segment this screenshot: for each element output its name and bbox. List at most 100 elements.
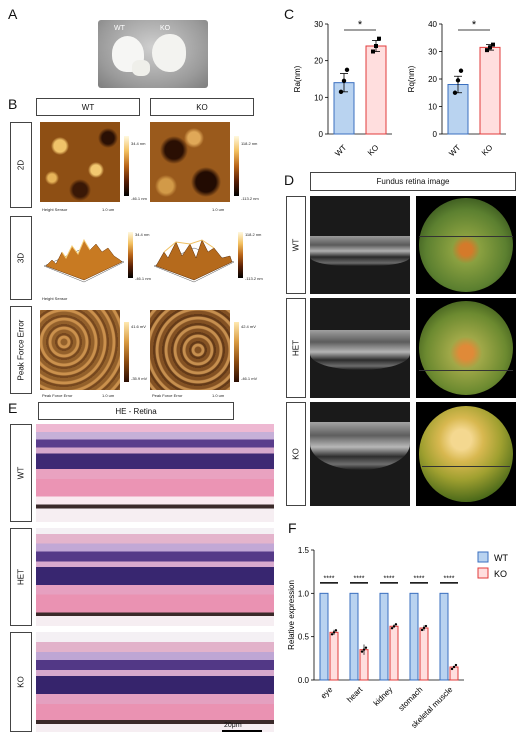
y-tick-label: 0.0: [298, 676, 310, 685]
scale-pfe-ko: 1.0 um: [212, 393, 225, 398]
data-point: [422, 626, 426, 630]
y-tick-label: 1.5: [298, 546, 310, 555]
data-point: [377, 36, 381, 41]
cbar-max-pfe-wt: 41.6 mV: [131, 324, 146, 329]
cbar-min-pfe-ko: -46.1 mV: [241, 376, 258, 381]
significance-label: ****: [444, 575, 455, 582]
row-label-peak-force: Peak Force Error: [10, 306, 32, 394]
y-tick-label: 0.5: [298, 633, 310, 642]
significance-label: ****: [354, 575, 365, 582]
x-tick-label: WT: [333, 143, 348, 158]
data-point: [458, 68, 464, 73]
data-point: [374, 44, 378, 48]
data-point: [360, 650, 364, 653]
bar-wt-kidney: [379, 592, 389, 681]
y-tick-label: 20: [314, 57, 323, 66]
he-image-ko: [36, 632, 274, 732]
y-tick-label: 1.0: [298, 589, 310, 598]
scale-2d-ko: 1.0 um: [212, 207, 225, 212]
cbar-min-2d-wt: -46.1 nm: [131, 196, 147, 201]
data-point: [334, 629, 338, 632]
caption-pfe-ko: Peak Force Error: [152, 393, 183, 398]
he-scalebar-label: 20μm: [224, 722, 242, 729]
panel-label-d: D: [284, 172, 295, 188]
scale-pfe-wt: 1.0 um: [102, 393, 115, 398]
x-tick-label: WT: [447, 143, 462, 158]
chart-ra: 0 10 20 30 Ra(nm) WT KO *: [293, 19, 392, 158]
caption-pfe-wt: Peak Force Error: [42, 393, 73, 398]
data-point: [491, 42, 495, 47]
he-image-wt: [36, 424, 274, 522]
panel-label-a: A: [8, 6, 18, 22]
x-tick-label: KO: [480, 143, 495, 158]
legend-swatch-wt: [477, 551, 489, 563]
afm-pfe-wt: [40, 310, 120, 390]
data-point: [371, 49, 375, 54]
data-point: [390, 627, 394, 630]
panel-label-f: F: [288, 520, 297, 536]
cbar-min-pfe-wt: -35.9 mV: [131, 376, 148, 381]
y-tick-label: 40: [428, 20, 437, 29]
y-tick-label: 20: [428, 75, 437, 84]
afm-3d-ko: [153, 239, 235, 283]
significance-label: ****: [384, 575, 395, 582]
bar-ko-eye: [329, 631, 339, 681]
row-label-d-wt: WT: [286, 196, 306, 294]
data-point: [341, 78, 347, 84]
significance-label: *: [472, 19, 477, 31]
colorbar-pfe-ko: [234, 322, 239, 382]
data-point: [420, 628, 424, 632]
data-point: [485, 48, 489, 53]
row-label-2d: 2D: [10, 122, 32, 208]
he-title: HE - Retina: [38, 402, 234, 420]
afm-3d-wt: [43, 238, 125, 283]
y-tick-label: 0: [433, 130, 438, 139]
x-tick-label: eye: [319, 685, 335, 701]
fundus-title: Fundus retina image: [310, 172, 516, 191]
y-tick-label: 30: [314, 20, 323, 29]
he-image-het: [36, 528, 274, 626]
bar-ko-kidney: [389, 625, 399, 681]
y-axis-label: Relative expression: [287, 580, 296, 650]
y-tick-label: 0: [319, 130, 324, 139]
cbar-max-3d-wt: 34.4 nm: [135, 232, 150, 237]
eye-photo: WT KO: [98, 20, 208, 88]
bar-wt-skeletal-muscle: [439, 592, 449, 681]
fundus-het: [416, 298, 516, 398]
oct-ko: [310, 402, 410, 506]
data-point: [392, 625, 396, 628]
significance-label: ****: [414, 575, 425, 582]
fundus-ko: [416, 402, 516, 506]
header-wt: WT: [36, 98, 140, 116]
data-point: [344, 67, 350, 73]
data-point: [452, 665, 456, 669]
oct-het: [310, 298, 410, 398]
row-label-3d: 3D: [10, 216, 32, 300]
row-label-d-het: HET: [286, 298, 306, 398]
legend-label-wt: WT: [494, 553, 508, 563]
header-ko: KO: [150, 98, 254, 116]
legend-label-ko: KO: [494, 569, 507, 579]
caption-2d-wt: Height Sensor: [42, 207, 68, 212]
panel-label-c: C: [284, 6, 295, 22]
colorbar-3d-wt: [128, 232, 133, 278]
eye-ko: [152, 34, 186, 72]
data-point: [394, 623, 398, 626]
data-point: [450, 667, 454, 671]
data-point: [452, 90, 458, 95]
data-point: [488, 45, 492, 50]
bar-wt-heart: [349, 592, 359, 681]
bar-ko: [479, 46, 501, 135]
cbar-max-3d-ko: 118.2 nm: [245, 232, 262, 237]
cbar-min-2d-ko: -113.2 nm: [241, 196, 259, 201]
x-tick-label: kidney: [372, 685, 395, 708]
panel-label-e: E: [8, 400, 18, 416]
bar-wt-stomach: [409, 592, 419, 681]
data-point: [424, 624, 428, 628]
he-scalebar: [222, 730, 262, 732]
chart-relative-expression: 0.0 0.5 1.0 1.5 Relative expression **** eye **…: [287, 546, 508, 730]
cbar-min-3d-wt: -46.1 nm: [135, 276, 151, 281]
data-point: [455, 78, 461, 83]
significance-label: ****: [324, 575, 335, 582]
bar-ko-stomach: [419, 627, 429, 681]
